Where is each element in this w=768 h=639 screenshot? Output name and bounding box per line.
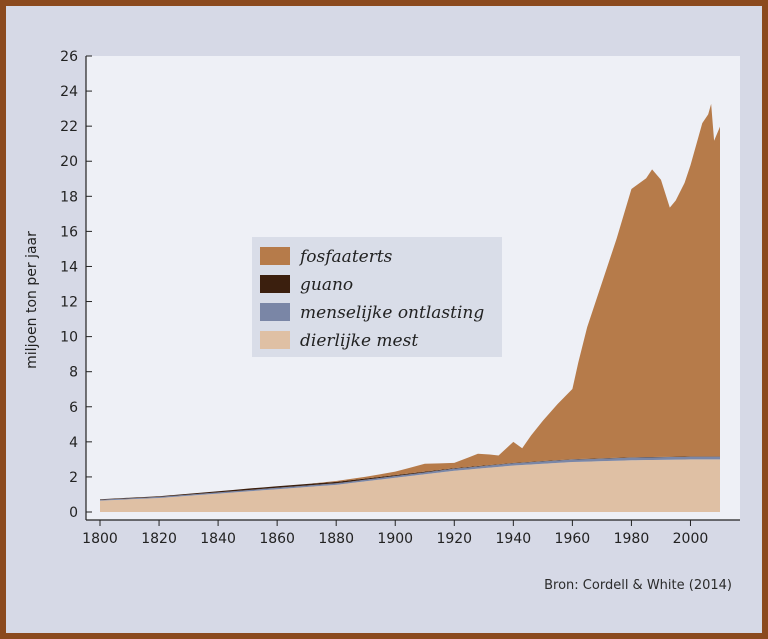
y-tick-label: 20 — [60, 154, 78, 170]
legend-box — [252, 237, 502, 357]
legend-label-fosfaaterts: fosfaaterts — [298, 247, 393, 267]
series-area-guano — [100, 456, 720, 500]
legend-swatch-dierlijke-mest — [260, 331, 290, 349]
legend-label-menselijke-ontlasting: menselijke ontlasting — [300, 303, 484, 323]
x-tick-label: 1900 — [377, 531, 413, 547]
x-tick-label: 2000 — [673, 531, 709, 547]
source-citation: Bron: Cordell & White (2014) — [544, 578, 732, 593]
series-area-dierlijke-mest — [100, 459, 720, 512]
x-tick-label: 1960 — [555, 531, 591, 547]
y-tick-label: 10 — [60, 330, 78, 346]
legend-swatch-fosfaaterts — [260, 247, 290, 265]
legend-label-dierlijke-mest: dierlijke mest — [300, 331, 418, 351]
x-tick-label: 1800 — [82, 531, 118, 547]
y-tick-label: 12 — [60, 295, 78, 311]
x-tick-label: 1880 — [318, 531, 354, 547]
y-tick-label: 14 — [60, 259, 78, 275]
x-tick-label: 1920 — [436, 531, 472, 547]
series-area-fosfaaterts — [100, 103, 720, 500]
x-tick-label: 1940 — [496, 531, 532, 547]
legend: fosfaaterts guano menselijke ontlasting die… — [252, 237, 502, 357]
x-tick-label: 1980 — [614, 531, 650, 547]
y-tick-label: 18 — [60, 189, 78, 205]
legend-label-guano: guano — [300, 275, 353, 295]
x-tick-label: 1820 — [141, 531, 177, 547]
y-tick-label: 4 — [69, 435, 78, 451]
x-tick-label: 1860 — [259, 531, 295, 547]
x-tick-label: 1840 — [200, 531, 236, 547]
y-tick-label: 0 — [69, 505, 78, 521]
y-tick-label: 24 — [60, 84, 78, 100]
legend-swatch-guano — [260, 275, 290, 293]
legend-swatch-menselijke-ontlasting — [260, 303, 290, 321]
y-tick-label: 26 — [60, 49, 78, 65]
y-tick-label: 6 — [69, 400, 78, 416]
y-tick-label: 2 — [69, 470, 78, 486]
y-tick-label: 8 — [69, 365, 78, 381]
y-axis-label: miljoen ton per jaar — [24, 231, 40, 369]
y-tick-label: 22 — [60, 119, 78, 135]
y-tick-label: 16 — [60, 224, 78, 240]
series-area-menselijke-ontlasting — [100, 456, 720, 501]
